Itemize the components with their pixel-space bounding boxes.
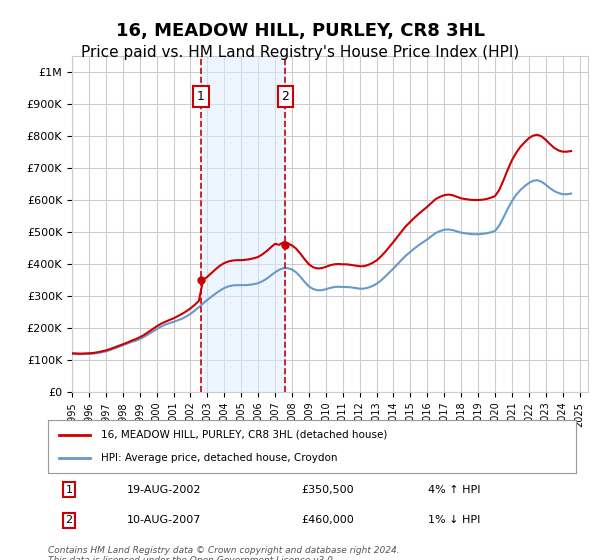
- Text: 10-AUG-2007: 10-AUG-2007: [127, 515, 202, 525]
- Text: 2: 2: [281, 90, 289, 103]
- Text: Price paid vs. HM Land Registry's House Price Index (HPI): Price paid vs. HM Land Registry's House …: [81, 45, 519, 60]
- Text: £460,000: £460,000: [301, 515, 354, 525]
- Text: 16, MEADOW HILL, PURLEY, CR8 3HL: 16, MEADOW HILL, PURLEY, CR8 3HL: [115, 22, 485, 40]
- Text: 16, MEADOW HILL, PURLEY, CR8 3HL (detached house): 16, MEADOW HILL, PURLEY, CR8 3HL (detach…: [101, 430, 387, 440]
- Text: HPI: Average price, detached house, Croydon: HPI: Average price, detached house, Croy…: [101, 453, 337, 463]
- Text: 4% ↑ HPI: 4% ↑ HPI: [428, 484, 481, 494]
- Text: 1% ↓ HPI: 1% ↓ HPI: [428, 515, 481, 525]
- Text: 1: 1: [65, 484, 73, 494]
- Text: 2: 2: [65, 515, 73, 525]
- Text: Contains HM Land Registry data © Crown copyright and database right 2024.
This d: Contains HM Land Registry data © Crown c…: [48, 546, 400, 560]
- Text: £350,500: £350,500: [301, 484, 354, 494]
- Bar: [201, 56, 286, 392]
- Text: 1: 1: [197, 90, 205, 103]
- Text: 19-AUG-2002: 19-AUG-2002: [127, 484, 202, 494]
